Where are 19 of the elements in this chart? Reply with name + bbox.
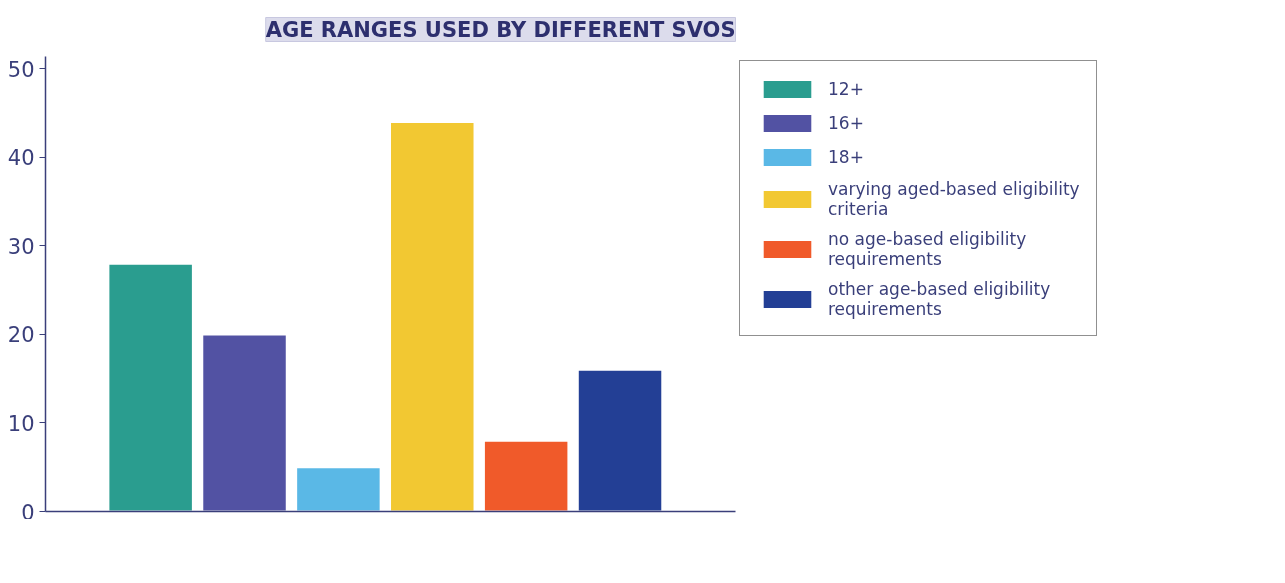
legend-label: 18+ [828,147,864,167]
y-tick-label: 0 [21,500,35,525]
legend-label: 16+ [828,113,864,133]
y-tick-label: 40 [7,146,35,171]
bar [576,368,664,512]
legend-label: 12+ [828,79,864,99]
bar [107,262,194,512]
y-tick-label: 50 [7,57,35,82]
bar [295,466,382,512]
chart-title: AGE RANGES USED BY DIFFERENT SVOS [265,17,736,42]
y-tick-label: 10 [7,411,35,436]
legend-label: no age-based eligibility requirements [828,229,1027,269]
bar [482,439,570,512]
legend-label: varying aged-based eligibility criteria [828,179,1080,219]
bar [389,121,476,512]
y-tick-label: 30 [7,234,35,259]
bar [201,333,288,512]
legend-label: other age-based eligibility requirements [828,279,1051,319]
y-tick-label: 20 [7,323,35,348]
